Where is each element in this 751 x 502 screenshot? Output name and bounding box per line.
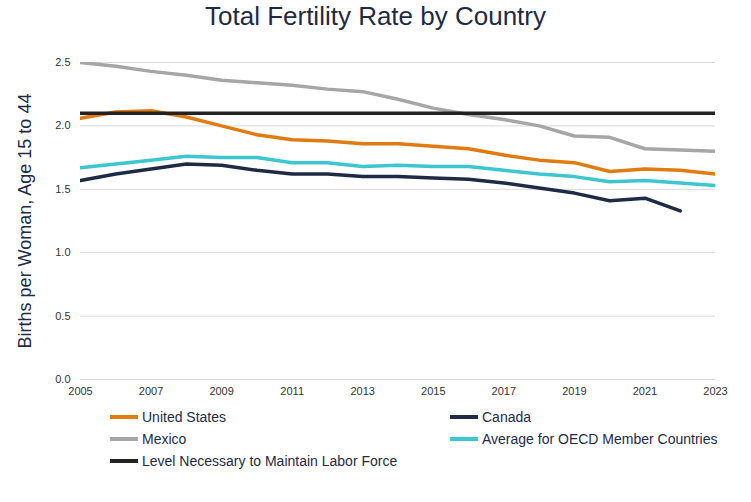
svg-text:2.5: 2.5	[55, 56, 70, 68]
svg-text:2007: 2007	[139, 385, 163, 397]
svg-text:2015: 2015	[421, 385, 445, 397]
svg-text:2019: 2019	[562, 385, 586, 397]
svg-text:2013: 2013	[350, 385, 374, 397]
svg-text:2023: 2023	[703, 385, 727, 397]
svg-text:2017: 2017	[492, 385, 516, 397]
svg-text:1.0: 1.0	[55, 246, 70, 258]
svg-text:0.5: 0.5	[55, 310, 70, 322]
html-text:Canada: Canada	[482, 409, 531, 425]
html-text:Mexico: Mexico	[142, 431, 187, 447]
svg-text:0.0: 0.0	[55, 373, 70, 385]
svg-text:Births per Woman, Age 15 to 44: Births per Woman, Age 15 to 44	[15, 94, 35, 349]
svg-text:2005: 2005	[68, 385, 92, 397]
svg-text:2021: 2021	[633, 385, 657, 397]
html-text:Average for OECD Member Countr: Average for OECD Member Countries	[482, 431, 718, 447]
html-text:United States: United States	[142, 409, 227, 425]
html-text:Level Necessary to Maintain La: Level Necessary to Maintain Labor Force	[142, 453, 398, 469]
svg-text:2009: 2009	[209, 385, 233, 397]
svg-text:1.5: 1.5	[55, 183, 70, 195]
svg-text:2011: 2011	[280, 385, 304, 397]
svg-text:2.0: 2.0	[55, 119, 70, 131]
html-text:Total Fertility Rate by Countr: Total Fertility Rate by Country	[205, 1, 546, 31]
